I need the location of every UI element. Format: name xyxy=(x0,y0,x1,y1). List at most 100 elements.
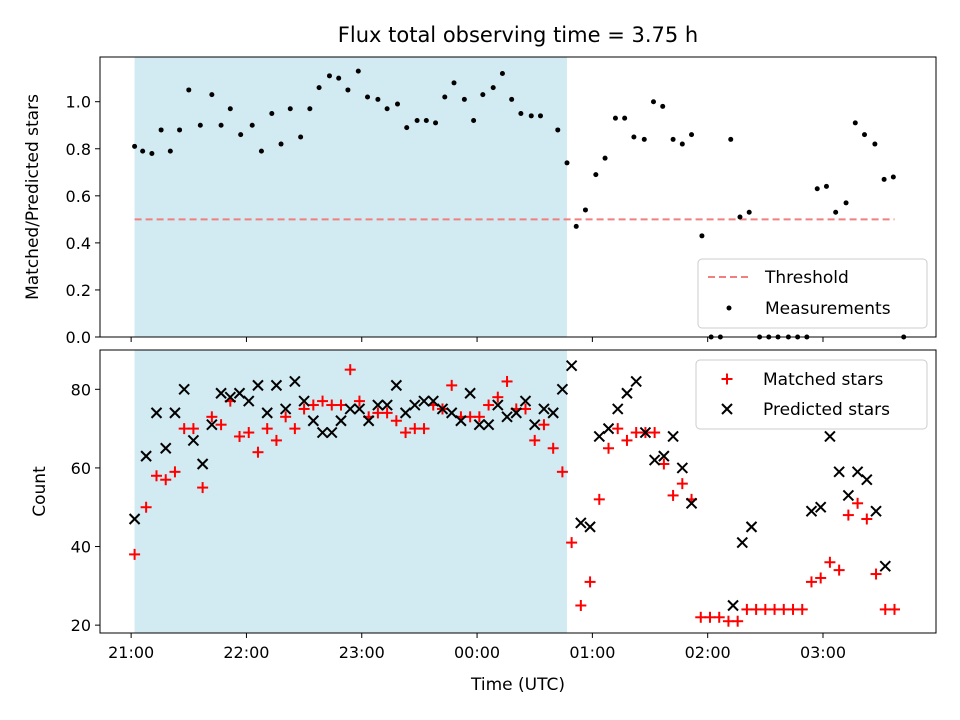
predicted-star-point xyxy=(676,462,689,474)
top-panel-ylabel: Matched/Predicted stars xyxy=(23,94,43,300)
matched-star-point xyxy=(888,603,900,615)
predicted-star-point-b xyxy=(685,497,698,509)
predicted-star-point xyxy=(445,407,458,419)
predicted-star-point xyxy=(150,407,163,419)
predicted-star-point xyxy=(565,360,578,372)
measurement-point xyxy=(414,118,420,124)
measurement-point xyxy=(197,122,203,128)
predicted-star-point xyxy=(648,454,661,466)
predicted-star-point-b xyxy=(824,430,836,443)
predicted-star-point-b xyxy=(399,407,412,419)
predicted-star-point xyxy=(344,403,356,415)
measurement-point xyxy=(307,106,313,112)
predicted-star-point-b xyxy=(482,418,495,431)
predicted-star-point-b xyxy=(353,403,366,415)
matched-star-point xyxy=(140,501,152,513)
bottom-panel-legend: Matched stars Predicted stars xyxy=(695,359,928,430)
predicted-star-point xyxy=(727,599,739,612)
x-tick-label: 00:00 xyxy=(454,643,500,662)
matched-star-point xyxy=(861,513,873,525)
matched-star-point xyxy=(732,615,744,627)
matched-star-point xyxy=(160,474,172,486)
matched-star-point xyxy=(187,423,199,435)
matched-star-point xyxy=(178,423,190,435)
predicted-star-point-b xyxy=(593,430,606,443)
matched-star-point xyxy=(630,427,642,439)
top-panel-legend: Threshold Measurements xyxy=(697,258,928,329)
measurement-point xyxy=(186,87,192,93)
predicted-star-point-b xyxy=(639,426,652,439)
bottom-panel-highlight-span xyxy=(134,350,568,633)
matched-star-point xyxy=(446,379,458,391)
predicted-star-point-b xyxy=(547,407,559,419)
matched-star-point xyxy=(151,470,163,482)
matched-star-point xyxy=(658,458,670,470)
measurement-point xyxy=(490,85,496,91)
matched-star-point xyxy=(372,407,384,419)
measurement-point xyxy=(650,99,656,105)
x-tick-label: 22:00 xyxy=(223,643,269,662)
predicted-star-point xyxy=(427,395,439,407)
matched-star-point xyxy=(741,603,753,615)
matched-star-point xyxy=(778,603,790,615)
matched-star-point xyxy=(750,603,762,615)
matched-star-point xyxy=(289,423,301,435)
predicted-star-point-b xyxy=(270,379,283,392)
predicted-star-point-b xyxy=(833,466,845,478)
predicted-star-point-b xyxy=(362,415,375,427)
matched-star-point xyxy=(538,419,550,431)
matched-star-point xyxy=(197,482,209,494)
predicted-star-point xyxy=(335,415,347,427)
top-y-tick-label: 1.0 xyxy=(66,93,91,112)
matched-star-point xyxy=(852,497,864,509)
predicted-star-point-b xyxy=(676,462,689,474)
predicted-star-point-b xyxy=(326,426,338,439)
measurement-point xyxy=(814,186,820,192)
predicted-star-point-b xyxy=(529,418,541,431)
matched-star-point xyxy=(169,466,181,478)
predicted-star-point-b xyxy=(160,442,172,454)
measurement-point xyxy=(316,85,322,91)
predicted-star-point-b xyxy=(745,521,758,533)
top-panel-x-ticks xyxy=(130,337,824,342)
predicted-star-point xyxy=(140,450,152,462)
predicted-star-point xyxy=(814,501,827,513)
predicted-star-point-b xyxy=(215,387,227,399)
predicted-star-point xyxy=(685,497,698,509)
predicted-star-point-b xyxy=(861,474,873,486)
predicted-star-point xyxy=(390,379,403,392)
matched-star-point xyxy=(556,466,568,478)
predicted-star-point xyxy=(409,399,421,411)
predicted-star-point xyxy=(418,395,430,407)
matched-star-point xyxy=(409,423,421,435)
predicted-star-point-b xyxy=(372,399,384,411)
predicted-star-point-b xyxy=(243,395,255,407)
x-tick-label: 02:00 xyxy=(685,643,731,662)
predicted-star-point-b xyxy=(252,379,264,392)
predicted-star-point-b xyxy=(279,403,292,415)
matched-star-point xyxy=(344,364,356,376)
predicted-star-point-b xyxy=(584,521,596,533)
predicted-star-point xyxy=(270,379,283,392)
x-tick-label: 23:00 xyxy=(339,643,385,662)
matched-star-point xyxy=(243,427,255,439)
predicted-star-point-b xyxy=(556,383,569,396)
measurement-point xyxy=(258,148,264,154)
measurement-point xyxy=(737,214,743,220)
measurement-point xyxy=(555,127,561,133)
top-y-tick-label: 0.4 xyxy=(66,234,91,253)
matched-star-point xyxy=(667,489,679,501)
matched-star-point xyxy=(833,564,845,576)
matched-star-point xyxy=(483,399,495,411)
matched-star-point xyxy=(317,395,329,407)
top-y-tick-label: 0.2 xyxy=(66,281,91,300)
chart-title: Flux total observing time = 3.75 h xyxy=(338,23,698,47)
predicted-star-point-b xyxy=(316,426,329,439)
predicted-star-point-b xyxy=(538,403,550,415)
matched-star-point xyxy=(519,403,531,415)
matched-star-point xyxy=(547,442,559,454)
predicted-star-point-b xyxy=(289,375,301,388)
matched-star-point xyxy=(326,399,338,411)
predicted-star-point-b xyxy=(621,387,633,399)
measurement-point xyxy=(528,113,534,119)
